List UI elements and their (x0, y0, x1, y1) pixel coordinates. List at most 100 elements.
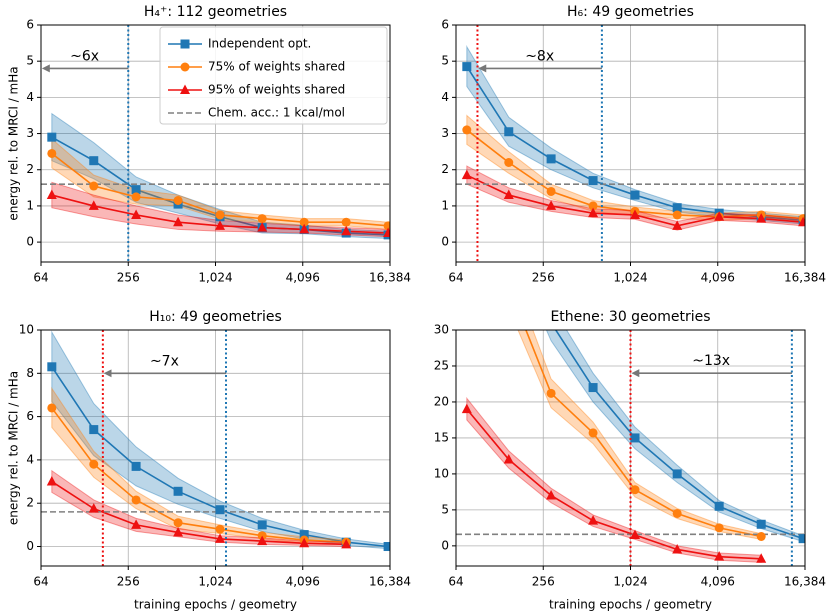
y-axis-label: energy rel. to MRCI / mHa (7, 371, 21, 525)
x-tick-label: 1,024 (613, 575, 647, 589)
marker (131, 495, 141, 505)
x-tick-label: 64 (33, 271, 48, 285)
marker (131, 185, 141, 195)
marker (47, 132, 57, 142)
panel-title: Ethene: 30 geometries (550, 309, 710, 325)
marker (47, 148, 57, 158)
marker (588, 515, 599, 525)
speedup-label: ~7x (150, 353, 179, 369)
x-tick-label: 256 (532, 271, 555, 285)
marker (215, 210, 225, 220)
marker (215, 524, 225, 534)
marker (89, 459, 99, 469)
marker (461, 403, 472, 414)
y-tick-label: 0 (26, 539, 34, 553)
marker (546, 200, 557, 210)
marker (173, 195, 183, 205)
marker (173, 216, 184, 227)
axes-frame (40, 24, 391, 263)
marker (257, 214, 267, 224)
marker (215, 505, 225, 515)
x-tick-label: 1,024 (613, 271, 647, 285)
x-tick-label: 4,096 (701, 575, 735, 589)
marker (588, 201, 598, 211)
marker (714, 551, 725, 561)
y-tick-label: 6 (441, 18, 449, 32)
marker (630, 485, 640, 495)
marker (215, 220, 226, 230)
marker (89, 425, 99, 435)
marker (131, 209, 142, 219)
y-tick-label: 3 (26, 126, 34, 140)
marker (88, 503, 99, 513)
axes-frame (455, 329, 806, 567)
marker (47, 403, 57, 413)
legend-label: 75% of weights shared (208, 60, 345, 74)
marker (503, 189, 514, 200)
marker (257, 222, 268, 232)
y-axis-label: energy rel. to MRCI / mHa (7, 66, 21, 220)
y-tick-label: 6 (26, 409, 34, 423)
legend-marker (180, 39, 190, 49)
y-tick-label: 10 (19, 323, 34, 337)
y-tick-label: 2 (26, 162, 34, 176)
marker (462, 62, 472, 72)
y-tick-label: 30 (434, 323, 449, 337)
marker (672, 210, 682, 220)
panel: H₆: 49 geometries 0 1 2 3 4 5 6 64 256 1,024 4,096 1… (441, 4, 826, 285)
marker (504, 218, 513, 227)
y-tick-label: 15 (434, 430, 449, 444)
marker (546, 388, 556, 398)
y-tick-label: 20 (434, 394, 449, 408)
x-tick-label: 16,384 (369, 271, 411, 285)
marker (131, 519, 142, 529)
axes-frame (40, 329, 391, 567)
marker (672, 203, 682, 213)
marker (383, 221, 390, 231)
marker (88, 200, 99, 210)
marker (257, 520, 267, 530)
marker (46, 476, 57, 486)
marker (461, 169, 472, 180)
y-tick-label: 5 (26, 54, 34, 68)
marker (630, 209, 641, 219)
legend-box (159, 26, 388, 125)
marker (89, 156, 99, 166)
marker (173, 526, 184, 537)
y-tick-label: 1 (441, 198, 449, 212)
x-tick-label: 256 (532, 575, 555, 589)
marker (546, 489, 557, 500)
marker (173, 486, 183, 496)
marker (546, 154, 556, 164)
x-tick-label: 256 (117, 271, 140, 285)
legend-label: Independent opt. (208, 37, 311, 51)
marker (714, 501, 724, 511)
marker (47, 362, 57, 372)
y-tick-label: 5 (441, 54, 449, 68)
x-tick-label: 64 (33, 575, 48, 589)
legend-label: Chem. acc.: 1 kcal/mol (208, 106, 345, 120)
plot-area (456, 25, 805, 262)
x-tick-label: 64 (448, 271, 463, 285)
marker (630, 433, 640, 443)
x-tick-label: 16,384 (369, 575, 411, 589)
y-tick-label: 3 (441, 126, 449, 140)
marker (462, 125, 472, 135)
marker (504, 282, 513, 291)
axes-frame (455, 24, 806, 263)
x-axis-label: training epochs / geometry (134, 598, 297, 612)
marker (672, 508, 682, 518)
marker (588, 207, 599, 218)
x-tick-label: 16,384 (784, 271, 826, 285)
marker (630, 529, 641, 540)
marker (341, 225, 352, 236)
y-tick-label: 8 (26, 366, 34, 380)
marker (756, 553, 767, 563)
marker (131, 192, 141, 202)
marker (588, 383, 598, 393)
marker (672, 543, 683, 554)
marker (215, 533, 226, 543)
y-tick-label: 0 (26, 235, 34, 249)
speedup-label: ~13x (692, 353, 730, 369)
